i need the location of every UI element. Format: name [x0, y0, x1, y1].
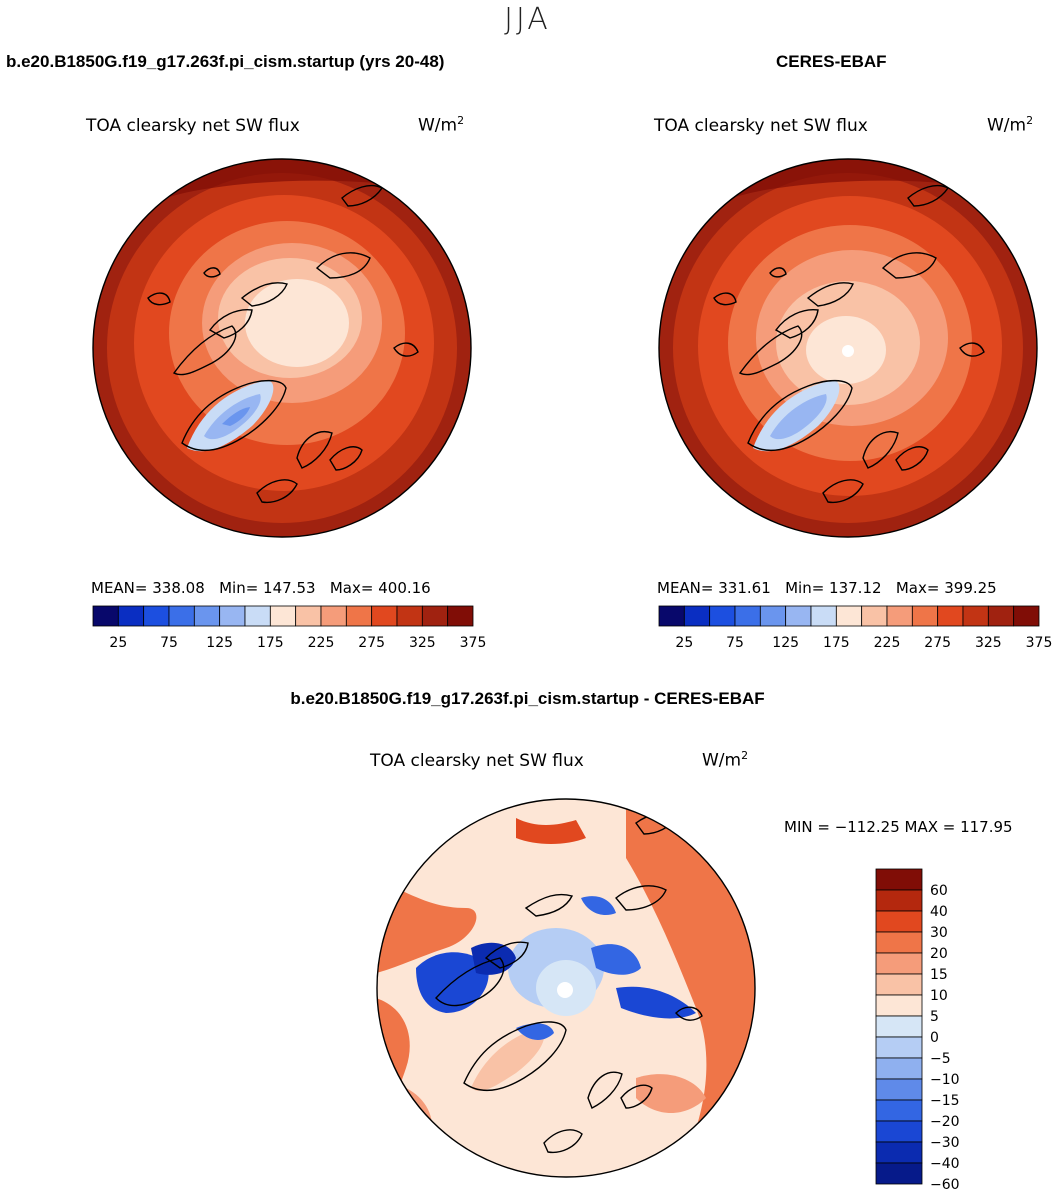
diff-colorbar-cell [875, 1120, 923, 1143]
model-colorbar-cell [295, 605, 322, 627]
model-colorbar-cell [168, 605, 195, 627]
model-colorbar-cell [244, 605, 271, 627]
model-colorbar-tick-label: 75 [160, 635, 178, 651]
diff-panel-title: b.e20.B1850G.f19_g17.263f.pi_cism.startu… [290, 689, 765, 708]
diff-colorbar [875, 868, 923, 1185]
diff-colorbar-cell [875, 1141, 923, 1164]
obs-colorbar-cell [658, 605, 685, 627]
diff-colorbar-label: −20 [930, 1114, 960, 1130]
diff-colorbar-label: 30 [930, 925, 948, 941]
diff-colorbar-cell [875, 1015, 923, 1038]
diff-colorbar-label: −60 [930, 1177, 960, 1193]
obs-colorbar-tick-label: 325 [975, 635, 1002, 651]
model-colorbar-tick-label: 375 [460, 635, 487, 651]
obs-colorbar-cell [810, 605, 837, 627]
diff-colorbar-cell [875, 1036, 923, 1059]
model-colorbar-cell [117, 605, 145, 627]
obs-colorbar-cell [911, 605, 939, 627]
diff-colorbar-cell [875, 1099, 923, 1122]
model-colorbar-tick-label: 175 [257, 635, 284, 651]
diff-colorbar-cell [875, 994, 923, 1017]
obs-colorbar-cell [759, 605, 787, 627]
obs-colorbar-cell [886, 605, 913, 627]
obs-panel-title: CERES-EBAF [776, 52, 887, 71]
model-panel-title: b.e20.B1850G.f19_g17.263f.pi_cism.startu… [6, 52, 445, 71]
model-colorbar-cell [143, 605, 170, 627]
model-colorbar-tick-label: 125 [206, 635, 233, 651]
obs-colorbar-cell [962, 605, 989, 627]
model-colorbar [92, 605, 474, 627]
model-polar-map [92, 158, 472, 538]
obs-colorbar-cell [861, 605, 888, 627]
diff-polar-map [376, 798, 756, 1178]
obs-colorbar-tick-label: 275 [924, 635, 951, 651]
diff-colorbar-cell [875, 910, 923, 933]
model-colorbar-cell [219, 605, 246, 627]
model-colorbar-cell [92, 605, 119, 627]
obs-stats: MEAN= 331.61 Min= 137.12 Max= 399.25 [657, 579, 997, 597]
diff-field-label: TOA clearsky net SW flux [370, 751, 584, 771]
model-colorbar-cell [396, 605, 423, 627]
diff-colorbar-labels: 60 40 30 20 15 10 5 0 −5 −10 −15 −20 −30 −40 −60 [930, 883, 960, 1193]
diff-colorbar-label: 15 [930, 967, 948, 983]
model-colorbar-cell [269, 605, 297, 627]
diff-colorbar-cell [875, 931, 923, 954]
diff-colorbar-label: 40 [930, 904, 948, 920]
diff-colorbar-label: 60 [930, 883, 948, 899]
diff-colorbar-label: 10 [930, 988, 948, 1004]
obs-colorbar-tick-label: 225 [874, 635, 901, 651]
obs-colorbar-cell [1013, 605, 1040, 627]
obs-colorbar-cell [683, 605, 711, 627]
obs-colorbar-cell [734, 605, 761, 627]
obs-units-label: W/m2 [987, 114, 1034, 136]
model-colorbar-tick-label: 225 [308, 635, 335, 651]
diff-colorbar-cell [875, 952, 923, 975]
diff-minmax: MIN = −112.25 MAX = 117.95 [784, 818, 1013, 836]
obs-colorbar-ticks: 25 75 125 175 225 275 325 375 [675, 635, 1052, 651]
model-colorbar-cell [447, 605, 474, 627]
diff-colorbar-label: 20 [930, 946, 948, 962]
obs-colorbar-tick-label: 25 [675, 635, 693, 651]
diff-colorbar-label: 5 [930, 1009, 939, 1025]
diff-colorbar-cell [875, 1078, 923, 1101]
diff-colorbar-label: −30 [930, 1135, 960, 1151]
model-colorbar-tick-label: 325 [409, 635, 436, 651]
obs-colorbar-tick-label: 175 [823, 635, 850, 651]
obs-colorbar-cell [937, 605, 964, 627]
model-colorbar-ticks: 25 75 125 175 225 275 325 375 [109, 635, 486, 651]
model-colorbar-cell [421, 605, 449, 627]
diff-colorbar-label: −15 [930, 1093, 960, 1109]
obs-colorbar-tick-label: 75 [726, 635, 744, 651]
model-colorbar-cell [345, 605, 373, 627]
obs-colorbar-cell [709, 605, 736, 627]
obs-colorbar-cell [835, 605, 863, 627]
obs-colorbar [658, 605, 1040, 627]
diff-colorbar-cell [875, 1162, 923, 1185]
model-units-label: W/m2 [418, 114, 465, 136]
diff-colorbar-cell [875, 868, 923, 891]
diff-units-label: W/m2 [702, 749, 749, 771]
obs-field-label: TOA clearsky net SW flux [654, 116, 868, 136]
diff-colorbar-label: −40 [930, 1156, 960, 1172]
season-title: JJA [504, 2, 551, 37]
model-colorbar-tick-label: 275 [358, 635, 385, 651]
obs-colorbar-cell [785, 605, 812, 627]
model-field-label: TOA clearsky net SW flux [86, 116, 300, 136]
diff-colorbar-cell [875, 1057, 923, 1080]
diff-colorbar-label: 0 [930, 1030, 939, 1046]
obs-colorbar-tick-label: 375 [1026, 635, 1053, 651]
model-stats: MEAN= 338.08 Min= 147.53 Max= 400.16 [91, 579, 431, 597]
obs-polar-map [658, 158, 1038, 538]
model-colorbar-tick-label: 25 [109, 635, 127, 651]
model-colorbar-cell [193, 605, 221, 627]
diff-colorbar-cell [875, 973, 923, 996]
diff-colorbar-label: −10 [930, 1072, 960, 1088]
diff-colorbar-cell [875, 889, 923, 912]
model-colorbar-cell [320, 605, 347, 627]
diff-colorbar-label: −5 [930, 1051, 951, 1067]
model-colorbar-cell [371, 605, 398, 627]
obs-colorbar-tick-label: 125 [772, 635, 799, 651]
obs-colorbar-cell [987, 605, 1015, 627]
